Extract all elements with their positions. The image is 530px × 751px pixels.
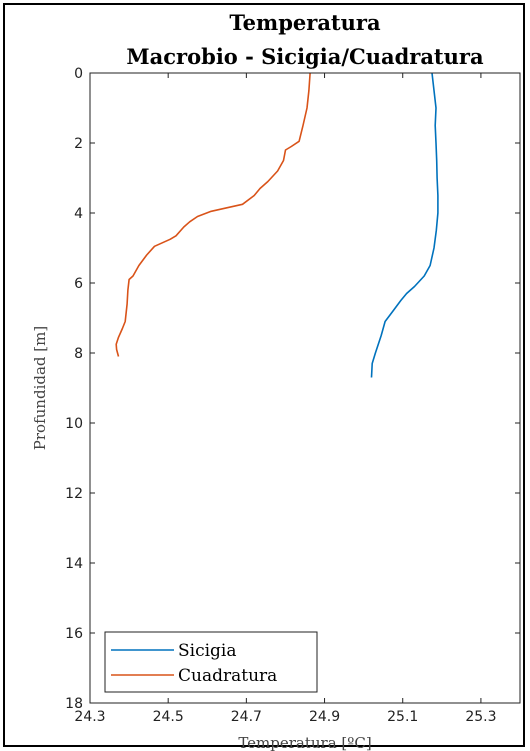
x-tick-label: 24.3 [74,709,105,725]
legend-label-cuadratura: Cuadratura [178,666,277,686]
y-tick-label: 4 [74,206,83,222]
y-tick-label: 8 [74,346,83,362]
y-tick-label: 10 [65,416,83,432]
series-line-cuadratura [115,72,311,357]
y-tick-label: 2 [74,136,83,152]
y-tick-label: 18 [65,696,83,712]
x-tick-label: 24.7 [231,709,262,725]
chart-title: Temperatura [229,10,381,35]
legend: Sicigia Cuadratura [104,631,318,693]
series-line-sicigia [370,72,439,378]
legend-label-sicigia: Sicigia [178,641,237,661]
legend-box [104,631,318,693]
plot-area [90,73,520,703]
x-axis-label: Temperatura [ºC] [238,734,371,751]
chart-subtitle: Macrobio - Sicigia/Cuadratura [126,44,484,69]
plot-border [89,72,521,704]
x-tick-label: 24.5 [153,709,184,725]
x-tick-label: 24.9 [309,709,340,725]
x-tick-label: 25.1 [387,709,418,725]
y-axis-label: Profundidad [m] [31,326,49,450]
y-tick-label: 0 [74,66,83,82]
y-tick-label: 14 [65,556,83,572]
y-tick-label: 12 [65,486,83,502]
y-tick-label: 16 [65,626,83,642]
x-tick-label: 25.3 [465,709,496,725]
y-tick-label: 6 [74,276,83,292]
